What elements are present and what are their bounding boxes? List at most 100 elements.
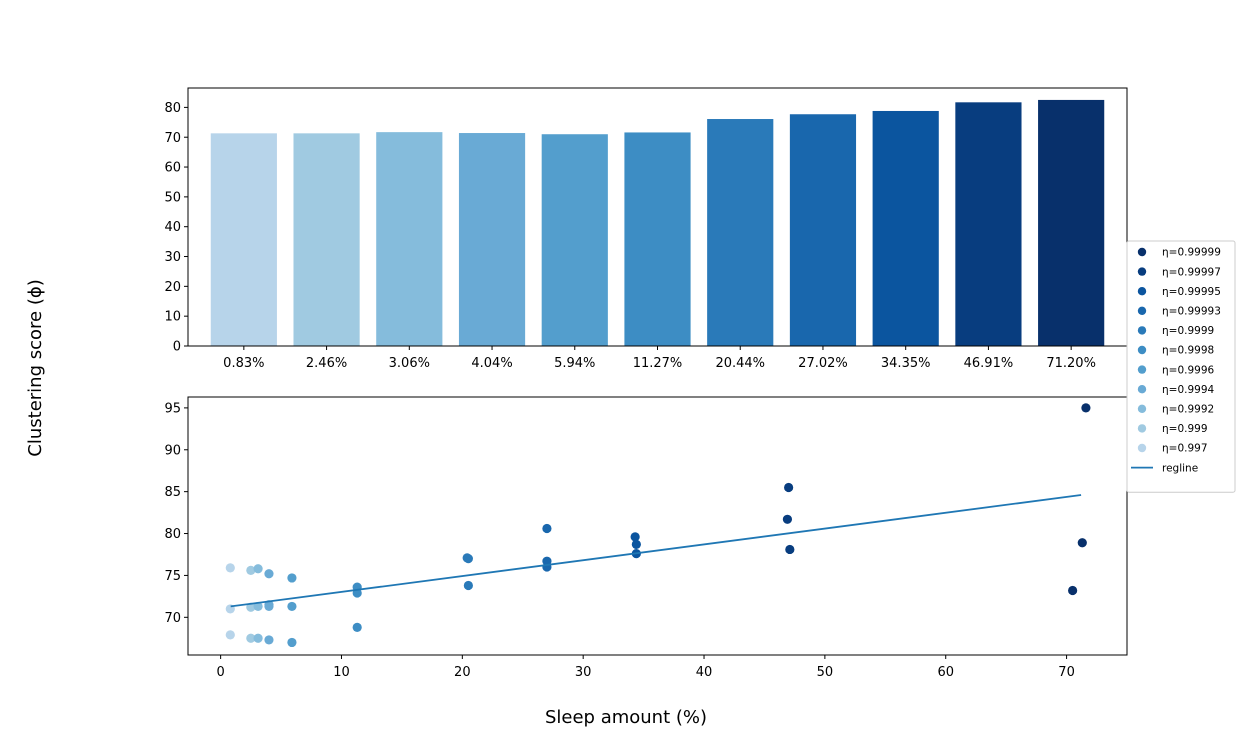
y-axis-label: Clustering score (ϕ) (25, 279, 46, 456)
bar-x-tick-label: 2.46% (306, 356, 347, 371)
legend-label: η=0.9992 (1162, 403, 1214, 415)
scatter-point-series-0 (1081, 403, 1091, 413)
scatter-x-tick-label: 20 (454, 665, 471, 680)
legend-marker (1137, 443, 1147, 453)
legend-label: η=0.9994 (1162, 384, 1215, 396)
bar-x-tick-label: 20.44% (715, 356, 765, 371)
bar-marks (210, 99, 1105, 346)
legend-label: η=0.99999 (1162, 247, 1221, 259)
scatter-point-series-8 (253, 564, 263, 574)
scatter-point-series-6 (287, 601, 297, 612)
bar-10 (1038, 99, 1105, 346)
scatter-x-tick-label: 50 (817, 665, 834, 680)
scatter-x-tick-label: 10 (333, 665, 350, 680)
scatter-point-series-7 (264, 569, 274, 579)
bar-y-tick-label: 10 (164, 310, 181, 325)
scatter-point-series-0 (1077, 538, 1087, 548)
x-axis-label: Sleep amount (%) (545, 707, 707, 728)
scatter-plot-frame (187, 396, 1128, 656)
bar-y-tick-label: 70 (164, 131, 181, 146)
legend-label: η=0.99995 (1162, 286, 1221, 298)
legend-items: η=0.99999 η=0.99997 η=0.99995 η=0.99993 η=0.… (1131, 247, 1221, 474)
legend-label: η=0.997 (1162, 443, 1208, 455)
legend-label: η=0.999 (1162, 423, 1208, 435)
bar-y-tick-label: 40 (164, 220, 181, 235)
scatter-point-series-4 (463, 554, 473, 564)
bar-y-tick-label: 50 (164, 190, 181, 205)
legend-marker (1137, 306, 1147, 315)
bar-y-tick-label: 80 (164, 101, 181, 116)
bar-x-tick-label: 4.04% (471, 356, 512, 371)
scatter-point-series-2 (631, 539, 641, 550)
bar-0 (210, 133, 277, 346)
legend-box (1126, 240, 1236, 493)
legend-marker (1137, 424, 1147, 433)
scatter-point-series-5 (352, 622, 362, 632)
scatter-point-series-1 (785, 544, 795, 555)
legend-marker (1137, 365, 1147, 374)
scatter-y-ticks: 70 75 80 85 90 95 (164, 401, 188, 626)
bar-2 (376, 132, 443, 346)
legend-label: η=0.99997 (1162, 266, 1221, 278)
scatter-y-tick-label: 95 (164, 401, 181, 416)
scatter-chart: 70 75 80 85 90 95 0 10 20 30 40 50 60 70 (164, 396, 1128, 680)
bar-1 (293, 133, 360, 346)
scatter-point-series-3 (542, 523, 552, 534)
bar-7 (789, 114, 857, 346)
bar-5 (624, 132, 691, 346)
scatter-point-series-4 (463, 580, 473, 591)
bar-x-tick-label: 5.94% (554, 356, 595, 371)
scatter-point-series-9 (246, 565, 256, 575)
legend-label: regline (1162, 462, 1198, 474)
scatter-x-tick-label: 30 (575, 665, 592, 680)
scatter-point-series-0 (1068, 585, 1078, 596)
scatter-point-series-10 (225, 630, 235, 640)
bar-y-tick-label: 0 (173, 340, 181, 355)
bar-3 (458, 133, 526, 346)
scatter-point-series-8 (253, 633, 263, 643)
scatter-x-tick-label: 60 (937, 665, 954, 680)
scatter-point-series-6 (287, 637, 297, 648)
bar-plot-frame (187, 87, 1128, 347)
bar-x-tick-label: 71.20% (1046, 356, 1096, 371)
scatter-x-ticks: 0 10 20 30 40 50 60 70 (216, 655, 1075, 680)
scatter-points (225, 403, 1091, 648)
legend-label: η=0.9999 (1162, 325, 1214, 337)
legend-marker (1137, 247, 1147, 257)
bar-x-tick-label: 3.06% (389, 356, 430, 371)
bar-x-tick-label: 0.83% (223, 356, 264, 371)
legend-marker (1137, 267, 1147, 276)
legend-marker (1137, 345, 1147, 355)
legend-label: η=0.9996 (1162, 364, 1215, 376)
bar-y-tick-label: 20 (164, 280, 181, 295)
scatter-x-tick-label: 0 (216, 665, 224, 680)
scatter-x-tick-label: 40 (696, 665, 713, 680)
legend-marker (1137, 326, 1147, 335)
scatter-x-tick-label: 70 (1058, 665, 1075, 680)
legend-label: η=0.9998 (1162, 345, 1214, 357)
scatter-point-series-10 (225, 563, 235, 573)
legend: η=0.99999 η=0.99997 η=0.99995 η=0.99993 η=0.… (1126, 240, 1236, 493)
scatter-point-series-8 (253, 601, 263, 612)
legend-label: η=0.99993 (1162, 305, 1221, 317)
bar-chart: 0 10 20 30 40 50 60 70 80 0.83% 2.46% 3.06% 4.04% 5.… (164, 87, 1128, 371)
bar-6 (707, 119, 774, 346)
bar-4 (541, 134, 608, 346)
scatter-y-tick-label: 85 (164, 485, 181, 500)
bar-x-tick-label: 11.27% (633, 356, 683, 371)
scatter-y-tick-label: 70 (164, 611, 181, 626)
bar-x-tick-label: 46.91% (964, 356, 1014, 371)
scatter-y-tick-label: 90 (164, 443, 181, 458)
scatter-point-series-7 (264, 635, 274, 645)
scatter-point-series-1 (784, 482, 794, 493)
bar-y-ticks: 0 10 20 30 40 50 60 70 80 (164, 101, 188, 355)
bar-8 (872, 110, 939, 346)
bar-y-tick-label: 30 (164, 250, 181, 265)
bar-9 (955, 102, 1022, 346)
legend-marker (1137, 385, 1147, 394)
scatter-point-series-7 (264, 601, 274, 612)
bar-x-ticks: 0.83% 2.46% 3.06% 4.04% 5.94% 11.27% 20.44% 27.… (223, 346, 1096, 371)
regression-line (230, 494, 1082, 608)
scatter-point-series-1 (782, 514, 793, 524)
